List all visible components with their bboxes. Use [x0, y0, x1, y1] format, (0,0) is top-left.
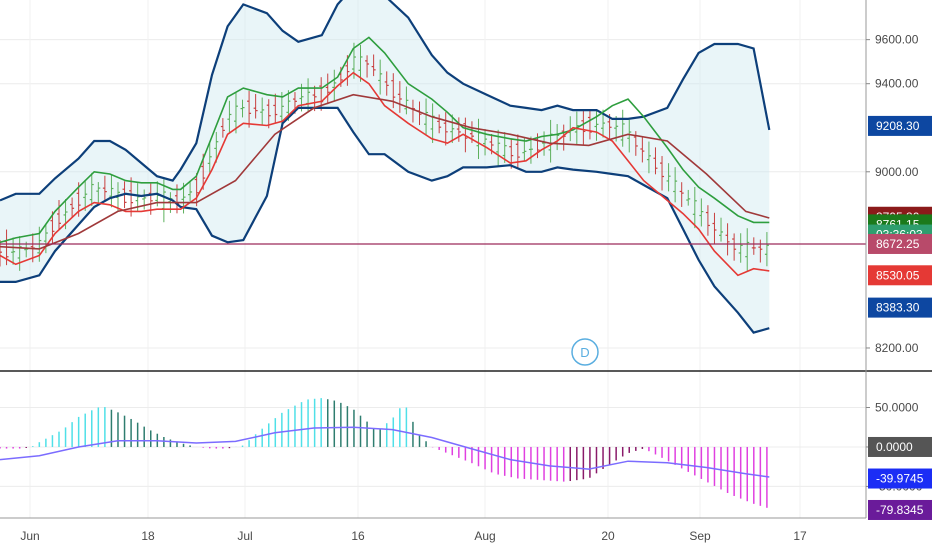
time-tick-label: Jul	[237, 529, 252, 543]
price-indicator-lines	[0, 0, 771, 334]
time-tick-label: Jun	[20, 529, 39, 543]
oscillator-badge-bg	[868, 436, 932, 457]
price-badges: 9208.308795.808761.1503:36:038672.258530…	[868, 115, 932, 520]
oscillator-badge: -39.9745	[868, 468, 932, 489]
oscillator-badge-bg	[868, 468, 932, 489]
price-badge-bg	[868, 233, 932, 254]
signal-line	[0, 426, 770, 478]
price-badge-bg	[868, 265, 932, 286]
time-tick-label: Sep	[689, 529, 711, 543]
time-tick-label: 17	[793, 529, 807, 543]
price-badge-text: 8383.30	[876, 301, 920, 315]
oscillator-badge-text: -79.8345	[876, 503, 924, 517]
series-upper-band	[0, 0, 771, 202]
series-slow-average	[0, 93, 770, 250]
time-tick-label: 20	[601, 529, 615, 543]
histogram-bars	[0, 398, 768, 508]
dividend-marker-label: D	[580, 345, 589, 360]
price-tick-label: 8200.00	[875, 341, 919, 355]
oscillator-badge-bg	[868, 499, 932, 520]
bollinger-band-fill	[0, 0, 770, 333]
oscillator-badge-text: 0.0000	[876, 440, 913, 454]
price-badge-text: 8672.25	[876, 237, 920, 251]
price-tick-label: 9400.00	[875, 77, 919, 91]
oscillator-badge: -79.8345	[868, 499, 932, 520]
price-tick-label: 9000.00	[875, 165, 919, 179]
dividend-marker[interactable]: D	[571, 338, 599, 366]
oscillator-badge-text: -39.9745	[876, 472, 924, 486]
time-tick-label: 18	[141, 529, 155, 543]
price-badge: 8383.30	[868, 297, 932, 318]
oscillator-badge: 0.0000	[868, 436, 932, 457]
signal-line-path	[0, 426, 770, 478]
time-tick-label: 16	[351, 529, 365, 543]
price-badge: 8530.05	[868, 265, 932, 286]
candlestick-series	[0, 42, 769, 271]
price-badge: 9208.30	[868, 115, 932, 136]
price-badge: 8672.25	[868, 233, 932, 254]
price-tick-label: 9600.00	[875, 33, 919, 47]
price-badge-bg	[868, 297, 932, 318]
price-badge-text: 9208.30	[876, 119, 920, 133]
series-lower-band	[0, 106, 770, 334]
time-tick-label: Aug	[474, 529, 495, 543]
oscillator-tick-label: 50.0000	[875, 401, 919, 415]
time-axis: Jun 18 Jul 16 Aug 20 Sep 17	[20, 529, 807, 543]
series-middle-band	[0, 36, 770, 244]
price-badge-bg	[868, 115, 932, 136]
price-badge-text: 8530.05	[876, 268, 920, 282]
series-fast-average	[0, 71, 770, 277]
